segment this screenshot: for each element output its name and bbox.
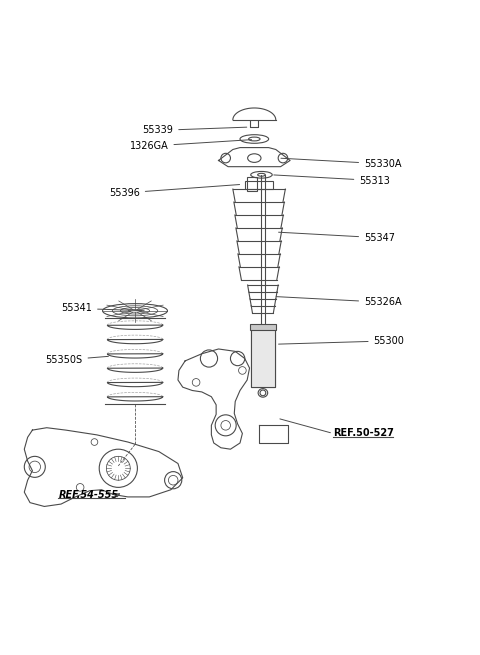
Bar (245, 181, 274, 189)
Text: REF.50-527: REF.50-527 (333, 428, 394, 438)
Bar (250, 324, 276, 330)
Text: 55347: 55347 (278, 233, 395, 243)
Polygon shape (233, 108, 276, 120)
Text: 55350S: 55350S (46, 355, 108, 365)
Text: 55339: 55339 (142, 125, 247, 136)
Bar (251, 328, 275, 387)
Polygon shape (24, 428, 183, 506)
Polygon shape (218, 147, 290, 166)
Text: 55341: 55341 (61, 303, 144, 313)
Text: 55396: 55396 (109, 185, 240, 198)
Polygon shape (178, 349, 250, 449)
Text: 55313: 55313 (274, 175, 390, 185)
Text: 55330A: 55330A (281, 159, 402, 169)
Bar (247, 177, 257, 191)
Text: 55300: 55300 (278, 336, 405, 346)
Text: 55326A: 55326A (276, 297, 402, 307)
Bar (251, 328, 275, 387)
Text: REF.54-555: REF.54-555 (59, 489, 119, 500)
Text: 1326GA: 1326GA (130, 140, 252, 151)
